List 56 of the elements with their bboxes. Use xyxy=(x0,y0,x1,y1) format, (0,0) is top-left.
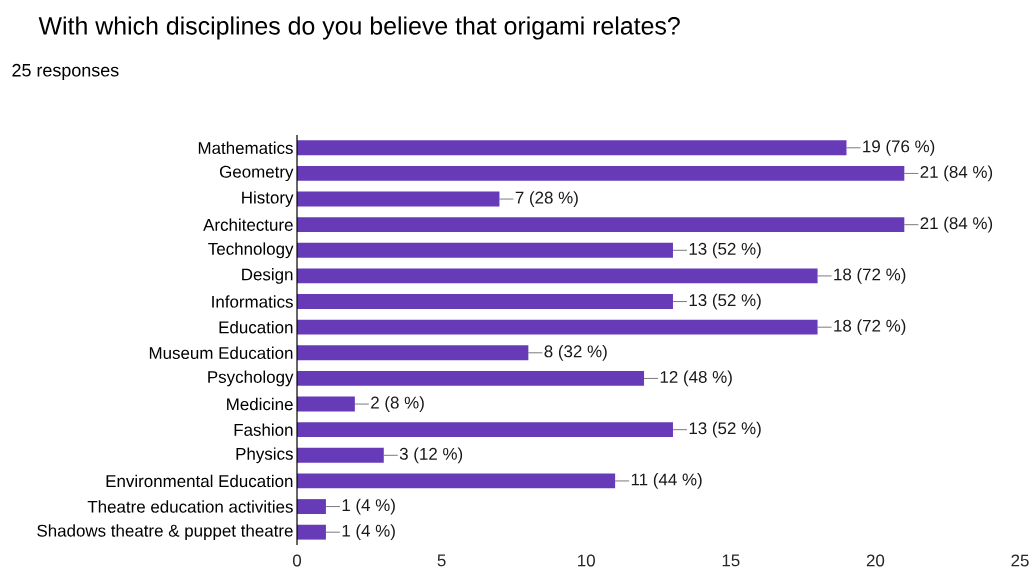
data-label: 7 (28 %) xyxy=(515,191,578,207)
y-tick-label: Physics xyxy=(236,447,293,464)
bar xyxy=(297,371,645,386)
y-tick-label: Museum Education xyxy=(149,346,293,360)
y-tick-label: Informatics xyxy=(212,295,293,308)
y-tick-label: Psychology xyxy=(208,370,294,387)
x-tick-label: 15 xyxy=(722,554,740,567)
data-label: 3 (12 %) xyxy=(399,447,463,464)
data-label: 21 (84 %) xyxy=(920,165,993,182)
y-tick-label: Architecture xyxy=(203,218,293,231)
data-label: 21 (84 %) xyxy=(920,216,993,233)
bar xyxy=(297,242,673,258)
x-tick-label: 0 xyxy=(292,554,302,567)
bar xyxy=(297,319,818,335)
y-tick-label: Theatre education activities xyxy=(87,500,293,513)
y-tick-label: Medicine xyxy=(227,397,293,411)
y-tick-label: Geometry xyxy=(219,165,294,182)
bar xyxy=(297,473,616,489)
x-tick-label: 5 xyxy=(437,554,446,567)
y-tick-label: Education xyxy=(219,320,293,334)
bar xyxy=(297,524,326,540)
bar xyxy=(297,447,384,463)
y-tick-label: Design xyxy=(242,268,293,284)
bar xyxy=(297,422,673,438)
y-tick-label: Shadows theatre & puppet theatre xyxy=(37,524,293,541)
data-label: 1 (4 %) xyxy=(342,524,395,541)
data-label: 18 (72 %) xyxy=(834,268,906,284)
bar xyxy=(297,268,818,284)
data-label: 18 (72 %) xyxy=(834,319,906,336)
bar xyxy=(297,217,905,233)
data-label: 1 (4 %) xyxy=(342,498,395,515)
bar xyxy=(297,166,905,181)
data-label: 8 (32 %) xyxy=(544,344,607,361)
data-label: 19 (76 %) xyxy=(863,139,935,156)
bar xyxy=(297,499,326,514)
y-tick-label: Technology xyxy=(208,242,294,259)
chart-title: With which disciplines do you believe that origami relates? xyxy=(38,16,680,40)
data-label: 13 (52 %) xyxy=(689,293,761,310)
bar xyxy=(297,140,847,156)
y-tick-label: Environmental Education xyxy=(106,474,293,488)
y-tick-label: History xyxy=(242,191,294,207)
bar xyxy=(297,396,355,412)
data-label: 11 (44 %) xyxy=(631,473,702,489)
data-label: 13 (52 %) xyxy=(689,242,761,259)
text: 25 responses xyxy=(12,63,119,81)
data-label: 12 (48 %) xyxy=(660,370,732,387)
y-tick-label: Fashion xyxy=(234,423,293,436)
bar xyxy=(297,191,500,207)
bar xyxy=(297,345,529,361)
bar xyxy=(297,294,673,309)
data-label: 2 (8 %) xyxy=(371,396,424,412)
x-tick-label: 10 xyxy=(578,554,595,567)
x-tick-label: 20 xyxy=(866,554,885,567)
x-tick-label: 25 xyxy=(1011,554,1029,567)
y-tick-label: Mathematics xyxy=(198,141,293,155)
data-label: 13 (52 %) xyxy=(689,421,761,438)
